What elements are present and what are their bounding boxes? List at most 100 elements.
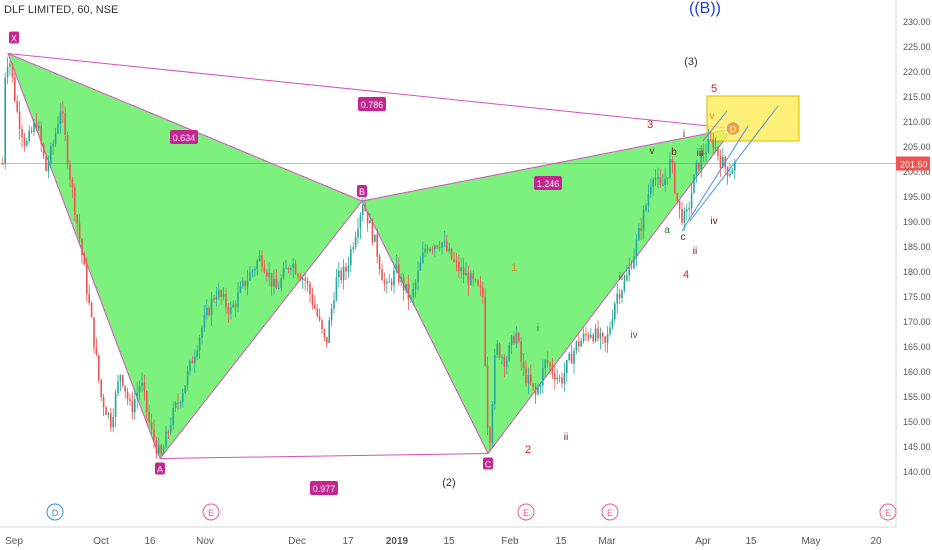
candle-body bbox=[198, 337, 201, 351]
wave-minute-label: ii bbox=[564, 432, 568, 443]
candle-body bbox=[398, 264, 400, 283]
candle-body bbox=[602, 332, 604, 337]
candle-body bbox=[304, 278, 306, 281]
candle-body bbox=[90, 302, 93, 318]
candle-body bbox=[561, 377, 563, 384]
candle-body bbox=[328, 320, 330, 343]
candle-body bbox=[472, 273, 474, 280]
ratio-label: 0.977 bbox=[313, 484, 336, 494]
candle-body bbox=[633, 256, 635, 269]
candle-body bbox=[208, 307, 210, 316]
candle-body bbox=[234, 304, 237, 308]
candle-body bbox=[275, 278, 278, 289]
candle-body bbox=[390, 281, 393, 286]
candle-body bbox=[194, 356, 196, 364]
wave-minute-label: v bbox=[710, 111, 715, 122]
wave-minute-label: a bbox=[664, 225, 670, 236]
candle-body bbox=[525, 368, 527, 384]
wave-minute-label: b bbox=[671, 147, 677, 158]
candle-body bbox=[352, 247, 354, 249]
candle-body bbox=[714, 147, 717, 149]
candle-body bbox=[86, 265, 88, 295]
candle-body bbox=[333, 300, 335, 309]
candle-body bbox=[189, 360, 191, 372]
point-label: X bbox=[11, 34, 17, 44]
candle-body bbox=[21, 129, 23, 138]
candle-body bbox=[678, 200, 681, 210]
candle-body bbox=[650, 186, 652, 195]
candle-body bbox=[477, 280, 479, 286]
candle-body bbox=[611, 319, 614, 328]
point-label: D bbox=[730, 125, 737, 135]
candle-body bbox=[465, 272, 467, 276]
candle-body bbox=[734, 161, 736, 171]
candle-body bbox=[222, 294, 225, 297]
candle-body bbox=[568, 353, 570, 361]
candle-body bbox=[489, 427, 491, 444]
wave-minute-label: ii bbox=[693, 246, 697, 257]
candle-body bbox=[638, 227, 640, 240]
candle-body bbox=[532, 383, 534, 387]
event-marker-label: E bbox=[607, 508, 613, 518]
candle-body bbox=[196, 350, 198, 357]
candle-body bbox=[138, 385, 141, 393]
candle-body bbox=[621, 290, 623, 299]
wave-minor-label: 1 bbox=[511, 262, 517, 274]
candle-body bbox=[26, 140, 28, 146]
candle-body bbox=[220, 290, 222, 297]
candle-body bbox=[542, 368, 544, 386]
candle-body bbox=[369, 220, 371, 224]
ratio-label: 0.786 bbox=[361, 100, 384, 110]
candle-body bbox=[88, 294, 90, 303]
candle-body bbox=[681, 209, 683, 223]
candle-body bbox=[153, 429, 155, 441]
point-badge bbox=[483, 457, 493, 470]
candle-body bbox=[273, 278, 275, 287]
candle-body bbox=[28, 130, 30, 141]
candle-body bbox=[590, 334, 592, 338]
candle-body bbox=[484, 296, 486, 366]
event-marker bbox=[202, 503, 220, 521]
candle-body bbox=[146, 391, 148, 412]
candle-body bbox=[158, 445, 160, 454]
candle-body bbox=[129, 399, 131, 402]
candle-body bbox=[453, 259, 455, 261]
candle-body bbox=[388, 281, 390, 283]
event-marker bbox=[46, 503, 64, 521]
candle-body bbox=[462, 267, 465, 276]
candle-body bbox=[429, 248, 431, 252]
candle-body bbox=[446, 241, 448, 251]
candle-body bbox=[635, 239, 638, 257]
candle-body bbox=[645, 205, 647, 210]
candle-body bbox=[35, 122, 38, 129]
candle-body bbox=[676, 192, 678, 201]
candle-body bbox=[342, 266, 345, 280]
candle-body bbox=[244, 280, 246, 287]
candle-body bbox=[203, 315, 206, 328]
candle-body bbox=[83, 254, 86, 266]
candle-body bbox=[335, 277, 338, 301]
candle-body bbox=[266, 272, 268, 277]
candle-body bbox=[578, 341, 580, 347]
wave-minute-label: v bbox=[650, 146, 655, 157]
candle-body bbox=[237, 292, 239, 308]
ratio-label: 0.634 bbox=[173, 133, 196, 143]
ratio-badge bbox=[358, 97, 386, 111]
x-tick-label: 2019 bbox=[386, 536, 409, 547]
candle-body bbox=[666, 177, 669, 179]
y-tick-label: 205.00 bbox=[903, 142, 931, 152]
candle-body bbox=[460, 267, 462, 272]
candle-body bbox=[544, 360, 546, 369]
candle-body bbox=[587, 335, 590, 338]
candle-body bbox=[664, 178, 666, 185]
candle-body bbox=[702, 153, 705, 155]
candle-body bbox=[321, 319, 323, 330]
candle-body bbox=[412, 288, 414, 297]
candle-body bbox=[508, 344, 510, 361]
candle-body bbox=[381, 269, 383, 281]
candle-body bbox=[326, 336, 328, 343]
candle-body bbox=[124, 385, 126, 392]
candle-body bbox=[6, 66, 9, 78]
wave-minute-label: iii bbox=[697, 148, 704, 159]
